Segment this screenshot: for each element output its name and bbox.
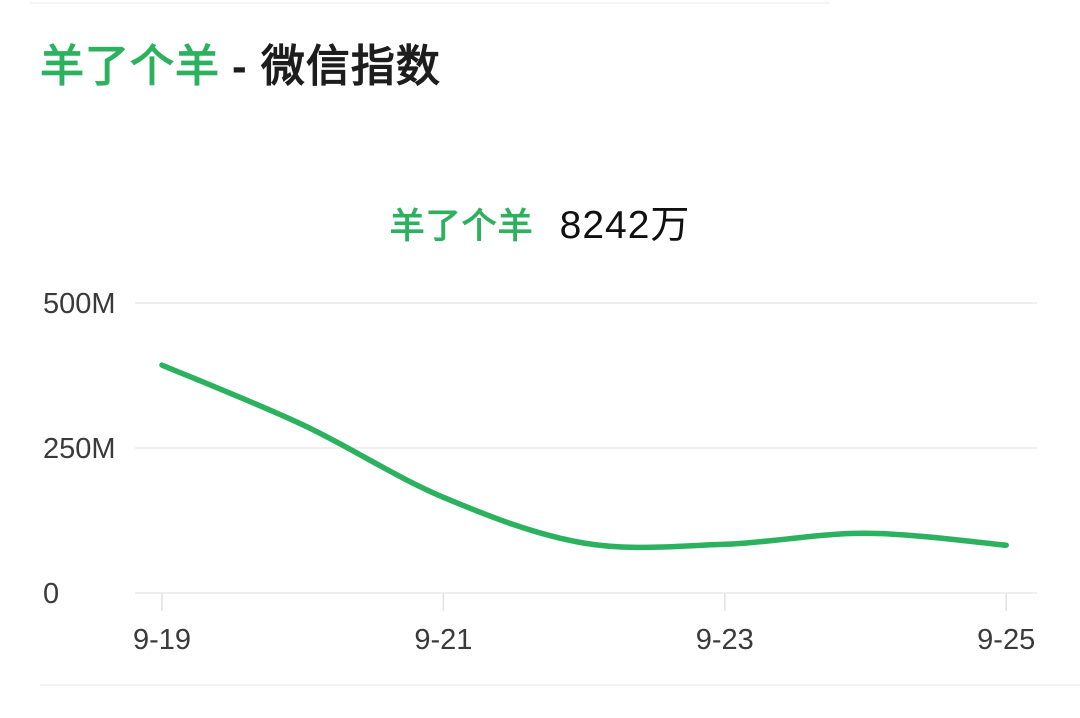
y-axis-label: 0: [43, 578, 59, 610]
bottom-divider: [40, 684, 1080, 686]
x-axis-label: 9-19: [133, 624, 191, 656]
y-axis-label: 500M: [43, 288, 116, 320]
current-value-readout: 羊了个羊 8242万: [0, 194, 1080, 250]
legend-value: 8242万: [559, 204, 691, 247]
title-suffix: - 微信指数: [232, 42, 441, 91]
x-axis-label: 9-25: [977, 624, 1035, 656]
y-axis-label: 250M: [43, 433, 116, 465]
legend-keyword: 羊了个羊: [389, 207, 534, 246]
x-axis-label: 9-21: [414, 624, 472, 656]
top-divider: [30, 2, 830, 4]
title-keyword: 羊了个羊: [40, 42, 220, 91]
page-title: 羊了个羊 - 微信指数: [40, 42, 441, 93]
trend-line: [159, 362, 1009, 551]
x-axis-label: 9-23: [696, 624, 754, 656]
